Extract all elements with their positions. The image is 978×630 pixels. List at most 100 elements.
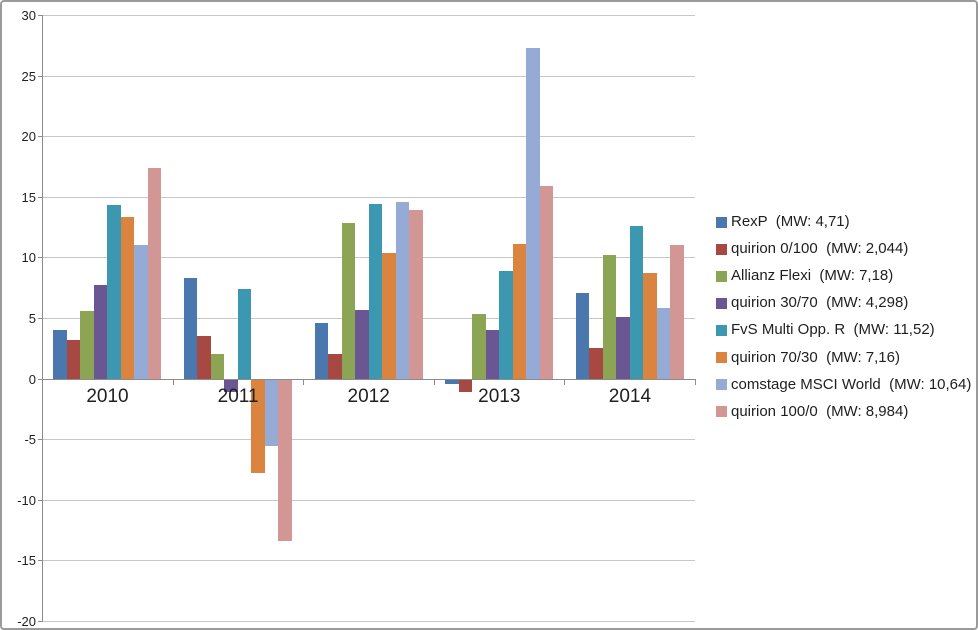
x-axis-category-label: 2013 (478, 385, 521, 407)
x-axis-tick (172, 378, 174, 385)
bar-quirion-70-30-2011 (251, 379, 265, 473)
legend-item-fvs-multi-opp-r: FvS Multi Opp. R (MW: 11,52) (716, 322, 935, 338)
bar-quirion-30-70-2013 (485, 330, 500, 379)
legend-item-label: comstage MSCI World (MW: 10,64) (731, 375, 972, 393)
y-axis-tick (38, 196, 42, 198)
bar-allianz-flexi-2010 (80, 310, 94, 379)
bar-comstage-msci-world-2013 (526, 47, 540, 379)
bar-rexp-2012 (314, 322, 328, 379)
gridline-y-5 (42, 439, 695, 441)
bar-fvs-multi-opp-r-2010 (107, 205, 121, 379)
legend-item-quirion-0-100: quirion 0/100 (MW: 2,044) (716, 241, 908, 257)
y-axis-tick-label: 30 (21, 8, 36, 23)
bar-rexp-2013 (445, 379, 459, 385)
y-axis-tick-label: -10 (17, 492, 36, 508)
y-axis-tick (38, 136, 42, 138)
y-axis-line (42, 15, 43, 622)
gridline-y20 (42, 136, 695, 138)
legend-swatch-icon (716, 324, 727, 336)
x-axis-category-label: 2014 (608, 385, 652, 407)
legend-item-allianz-flexi: Allianz Flexi (MW: 7,18) (716, 268, 893, 284)
bar-comstage-msci-world-2010 (134, 245, 148, 379)
legend-item-rexp: RexP (MW: 4,71) (716, 214, 850, 230)
legend-item-label: quirion 100/0 (MW: 8,984) (731, 402, 909, 420)
bar-comstage-msci-world-2014 (656, 308, 671, 379)
y-axis-tick-label: 5 (28, 311, 36, 326)
bar-quirion-0-100-2010 (66, 339, 81, 379)
y-axis-tick (38, 318, 42, 319)
legend-item-quirion-100-0: quirion 100/0 (MW: 8,984) (716, 402, 909, 420)
y-axis-tick (38, 15, 42, 16)
legend-item-label: quirion 0/100 (MW: 2,044) (731, 240, 909, 258)
bar-quirion-70-30-2014 (643, 273, 657, 379)
gridline-y15 (42, 196, 695, 198)
bar-quirion-100-0-2010 (147, 167, 162, 379)
gridline-y-20 (42, 621, 695, 622)
y-axis-tick (38, 560, 42, 562)
bar-fvs-multi-opp-r-2014 (629, 225, 644, 379)
legend-item-label: quirion 70/30 (MW: 7,16) (731, 348, 900, 366)
x-axis-category-label: 2011 (217, 385, 259, 407)
legend-swatch-icon (716, 406, 727, 418)
y-axis-tick-label: 10 (21, 250, 36, 266)
bar-quirion-30-70-2011 (224, 379, 238, 392)
bar-rexp-2014 (575, 292, 590, 379)
bar-quirion-100-0-2013 (539, 185, 554, 379)
bar-fvs-multi-opp-r-2013 (499, 270, 513, 379)
legend-swatch-icon (716, 352, 727, 363)
y-axis-tick (38, 378, 42, 380)
x-axis-category-label: 2010 (86, 385, 129, 407)
bar-quirion-70-30-2012 (382, 252, 396, 379)
bar-quirion-30-70-2012 (355, 309, 369, 379)
y-axis-tick (38, 257, 42, 259)
y-axis-tick-label: 20 (21, 129, 36, 145)
bar-comstage-msci-world-2011 (264, 379, 279, 447)
bar-allianz-flexi-2013 (472, 314, 486, 379)
y-axis-tick-label: 0 (28, 371, 36, 387)
y-axis-tick-label: -5 (24, 432, 36, 448)
legend-item-label: Allianz Flexi (MW: 7,18) (731, 267, 894, 285)
y-axis-tick (38, 439, 42, 441)
x-axis-line (42, 378, 695, 380)
x-axis-tick (695, 378, 696, 385)
y-axis-tick (38, 621, 42, 622)
y-axis-tick (38, 499, 42, 501)
bar-quirion-70-30-2010 (120, 217, 135, 379)
y-axis-tick-label: 15 (21, 189, 36, 205)
gridline-y-15 (42, 560, 695, 562)
y-axis-tick-label: 25 (21, 68, 36, 84)
gridline-y25 (42, 75, 695, 77)
bar-quirion-30-70-2010 (93, 285, 108, 379)
legend-swatch-icon (716, 243, 727, 255)
x-axis-tick (564, 378, 566, 385)
legend-item-quirion-30-70: quirion 30/70 (MW: 4,298) (716, 295, 908, 311)
bar-quirion-100-0-2014 (670, 245, 684, 379)
bar-quirion-0-100-2014 (589, 348, 603, 379)
bar-allianz-flexi-2014 (602, 254, 617, 379)
bar-quirion-30-70-2014 (616, 316, 630, 379)
legend-item-quirion-70-30: quirion 70/30 (MW: 7,16) (716, 348, 900, 366)
bar-quirion-100-0-2011 (278, 379, 292, 541)
gridline-y30 (42, 15, 695, 16)
bar-rexp-2010 (53, 330, 67, 379)
legend-item-comstage-msci-world: comstage MSCI World (MW: 10,64) (716, 375, 972, 393)
legend-item-label: quirion 30/70 (MW: 4,298) (731, 294, 909, 312)
x-axis-tick (433, 378, 435, 385)
bar-fvs-multi-opp-r-2011 (237, 288, 252, 379)
x-axis-tick (303, 378, 305, 385)
legend-swatch-icon (716, 270, 727, 282)
bar-comstage-msci-world-2012 (395, 201, 409, 379)
y-axis-tick (38, 75, 42, 77)
legend-swatch-icon (716, 379, 727, 391)
y-axis-tick-label: -20 (17, 614, 36, 629)
gridline-y-10 (42, 499, 695, 501)
legend-item-label: RexP (MW: 4,71) (731, 213, 850, 230)
bar-quirion-70-30-2013 (512, 244, 527, 379)
legend-item-label: FvS Multi Opp. R (MW: 11,52) (731, 321, 935, 339)
bar-quirion-0-100-2013 (458, 379, 473, 392)
bar-rexp-2011 (183, 278, 198, 379)
legend-swatch-icon (716, 216, 727, 228)
bar-allianz-flexi-2012 (341, 223, 355, 379)
legend-swatch-icon (716, 297, 727, 309)
